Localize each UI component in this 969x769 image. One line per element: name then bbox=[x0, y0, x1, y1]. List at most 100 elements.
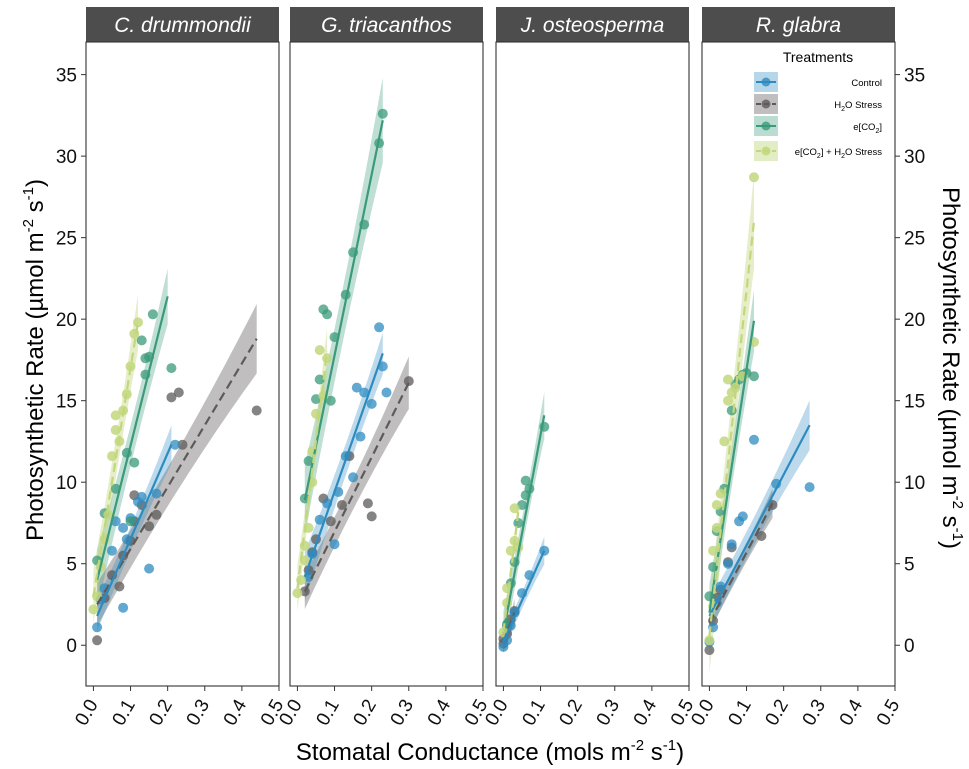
x-tick-label: 0.2 bbox=[556, 696, 587, 729]
x-tick-label: 0.2 bbox=[350, 696, 381, 729]
data-point-h2o-stress bbox=[151, 509, 162, 520]
x-tick-label: 0.4 bbox=[424, 696, 456, 730]
y-tick-label: 5 bbox=[904, 555, 915, 576]
data-point-eco2 bbox=[147, 309, 158, 320]
data-point-eco2-h2o bbox=[110, 410, 121, 421]
legend-label-sub: 2 bbox=[841, 106, 845, 113]
data-point-eco2 bbox=[125, 516, 136, 527]
legend-point-control bbox=[761, 77, 771, 87]
data-point-eco2 bbox=[303, 456, 314, 466]
legend-point-h2o-stress bbox=[761, 99, 771, 109]
data-point-eco2 bbox=[726, 405, 737, 416]
data-point-control bbox=[351, 382, 362, 393]
data-point-control bbox=[136, 491, 147, 502]
data-point-control bbox=[737, 511, 748, 522]
panel: C. drummondii 0.0 0.1 0.2 0.3 0.4 0.5 bbox=[71, 7, 288, 729]
x-tick-label: 0.1 bbox=[724, 696, 755, 729]
panel: R. glabra 0.0 0.1 0.2 0.3 0.4 0.5 bbox=[687, 7, 904, 729]
data-point-h2o-stress bbox=[362, 498, 373, 509]
data-point-eco2 bbox=[314, 374, 325, 385]
data-point-h2o-stress bbox=[403, 376, 414, 387]
panel: J. osteosperma 0.0 0.1 0.2 0.3 0.4 0.5 bbox=[481, 7, 698, 729]
y-tick-label: 20 bbox=[904, 310, 925, 331]
data-point-control bbox=[170, 439, 181, 450]
x-tick-label: 0.3 bbox=[183, 696, 214, 729]
data-point-control bbox=[348, 472, 359, 483]
fit-line-h2o-stress bbox=[708, 502, 774, 623]
legend-entry-eco2-h2o-stress: e[CO2] + H2O Stress bbox=[754, 141, 882, 161]
legend-label-sub: 2 bbox=[875, 128, 879, 135]
panel-title: J. osteosperma bbox=[520, 14, 665, 37]
legend-label-part: e[CO bbox=[795, 147, 817, 158]
legend-label-part: H bbox=[834, 100, 841, 111]
y-tick-label: 35 bbox=[56, 66, 77, 87]
data-point-control bbox=[726, 539, 737, 550]
data-point-h2o-stress bbox=[251, 405, 262, 416]
confidence-band-control bbox=[709, 400, 810, 632]
fit-line-eco2 bbox=[96, 296, 169, 581]
data-point-control bbox=[749, 434, 759, 445]
legend-label-eco2-h2o-stress: e[CO2] + H2O Stress bbox=[795, 147, 883, 160]
fit-line-eco2 bbox=[502, 415, 546, 633]
x-tick-label: 0.4 bbox=[836, 696, 868, 730]
fit-line-eco2-h2o bbox=[92, 322, 140, 597]
x-tick-label: 0.0 bbox=[481, 696, 512, 729]
legend-entry-eco2: e[CO2] bbox=[754, 116, 882, 136]
legend-label-sub: 2 bbox=[841, 153, 845, 160]
fit-line-eco2 bbox=[303, 120, 384, 501]
data-point-h2o-stress bbox=[756, 531, 767, 541]
legend-label-part: e[CO bbox=[853, 122, 875, 133]
data-point-h2o-stress bbox=[704, 645, 715, 656]
y-axis-title-part: ) bbox=[937, 541, 964, 549]
y-axis-title-sup: -2 bbox=[20, 219, 37, 232]
data-point-eco2 bbox=[129, 457, 140, 468]
data-point-eco2 bbox=[166, 363, 177, 374]
y-axis-left: 0 5 10 15 20 25 30 35 bbox=[56, 66, 86, 657]
data-point-control bbox=[118, 602, 129, 613]
x-tick-label: 0.5 bbox=[873, 696, 904, 729]
fit-lines bbox=[92, 296, 258, 617]
x-axis-title-part: Stomatal Conductance (mols m bbox=[296, 739, 631, 766]
x-tick-label: 0.1 bbox=[518, 696, 549, 729]
fit-lines bbox=[708, 221, 811, 636]
y-tick-label: 35 bbox=[904, 66, 925, 87]
data-point-control bbox=[151, 488, 162, 499]
fit-lines bbox=[502, 415, 546, 643]
data-point-control bbox=[723, 558, 733, 569]
legend-label-control: Control bbox=[851, 78, 882, 89]
data-point-eco2-h2o bbox=[711, 500, 722, 510]
x-axis-title-sup: -1 bbox=[663, 737, 676, 754]
data-point-control bbox=[366, 398, 377, 409]
legend-label-part: O Stress bbox=[845, 100, 882, 111]
x-tick-label: 0.0 bbox=[71, 696, 102, 729]
panel-strip bbox=[86, 7, 279, 42]
x-axis-title-part: ) bbox=[676, 739, 684, 766]
y-axis-title-sup: -2 bbox=[949, 496, 966, 509]
panel-title: R. glabra bbox=[756, 14, 841, 37]
data-point-eco2-h2o bbox=[107, 451, 117, 462]
y-axis-title-left: Photosynthetic Rate (µmol m-2 s-1) bbox=[20, 179, 49, 541]
x-axis-title-sup: -2 bbox=[631, 737, 644, 754]
data-point-eco2-h2o bbox=[103, 509, 114, 520]
x-tick-label: 0.1 bbox=[108, 696, 139, 729]
x-axis: 0.0 0.1 0.2 0.3 0.4 0.5 bbox=[687, 686, 904, 729]
y-tick-label: 25 bbox=[56, 229, 77, 250]
fit-line-h2o-stress bbox=[303, 382, 410, 592]
data-point-eco2-h2o bbox=[723, 374, 733, 385]
x-axis-title-part: s bbox=[644, 739, 663, 766]
data-point-control bbox=[359, 387, 370, 398]
fit-line-eco2-h2o bbox=[502, 511, 520, 633]
x-tick-label: 0.3 bbox=[593, 696, 624, 729]
y-tick-label: 5 bbox=[66, 555, 77, 576]
data-point-eco2-h2o bbox=[314, 345, 325, 356]
y-axis-title-sup: -1 bbox=[949, 528, 966, 541]
x-tick-label: 0.1 bbox=[312, 696, 343, 729]
data-point-eco2 bbox=[520, 475, 531, 486]
confidence-band-h2o-stress bbox=[97, 304, 257, 627]
y-tick-label: 10 bbox=[904, 473, 925, 494]
fit-line-control bbox=[303, 353, 384, 578]
data-point-control bbox=[144, 563, 155, 574]
data-point-eco2-h2o bbox=[129, 328, 140, 339]
